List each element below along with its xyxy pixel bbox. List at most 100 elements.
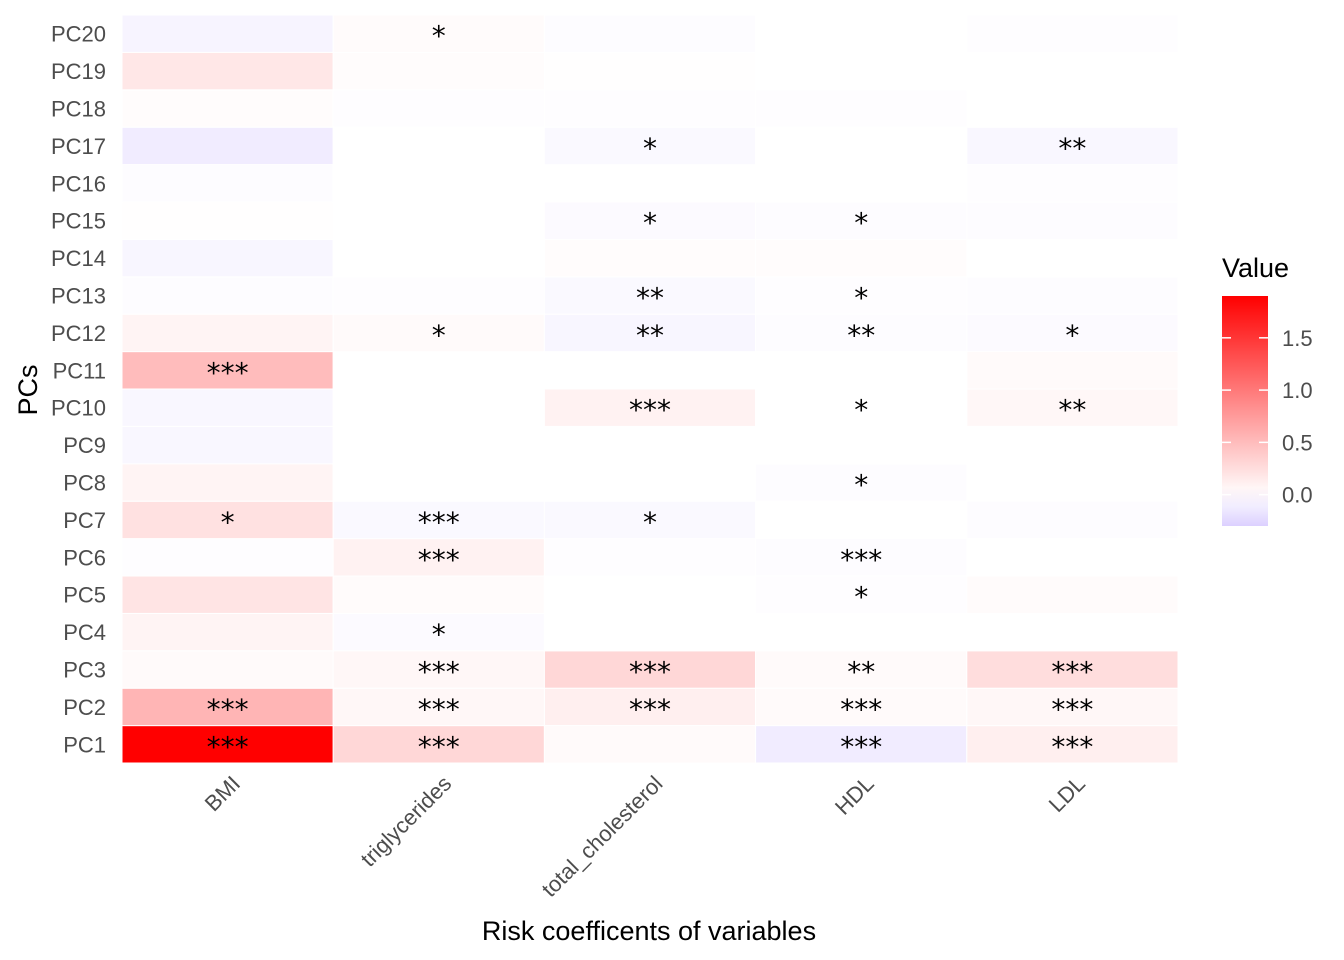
significance-label: ** [847,656,875,689]
significance-label: *** [418,730,460,763]
significance-label: ** [1058,394,1086,427]
color-legend: Value 0.0 0.5 1.0 1.5 [1222,253,1313,526]
y-tick-label: PC18 [51,97,106,122]
heatmap-cell [121,538,334,577]
heatmap-cell [332,14,545,53]
significance-label: * [643,207,657,240]
significance-label: ** [636,282,664,315]
heatmap-cell [332,51,545,91]
heatmap-cell [121,201,334,240]
significance-label: ** [847,319,875,352]
significance-label: ** [1058,132,1086,165]
heatmap-cell [121,612,334,652]
heatmap-cell [966,351,1179,390]
heatmap-cell [332,89,545,128]
heatmap-cell [755,164,968,203]
heatmap-cell [966,126,1179,166]
heatmap-cell [543,575,757,614]
y-tick-label: PC9 [63,433,106,458]
significance-label: * [221,506,235,539]
y-tick-label: PC4 [63,620,106,645]
heatmap-cell [332,425,545,465]
heatmap-cell [966,650,1179,689]
heatmap-cell [543,500,757,540]
heatmap-cell [755,89,968,128]
heatmap-cell [543,725,757,764]
heatmap-cell [332,650,545,689]
significance-label: * [854,394,868,427]
y-tick-label: PC1 [63,732,106,757]
heatmap-cell [332,500,545,540]
heatmap-cell [332,687,545,727]
heatmap-cell [121,687,334,727]
significance-label: *** [1051,730,1093,763]
significance-label: * [643,506,657,539]
x-tick-label: total_cholesterol [537,771,668,902]
heatmap-cell [755,650,968,689]
heatmap-cell [121,725,334,764]
x-axis-title: Risk coefficents of variables [482,916,816,946]
significance-label: * [643,132,657,165]
heatmap-cell [121,89,334,128]
x-tick-label: BMI [200,771,245,816]
significance-label: *** [1051,656,1093,689]
heatmap-cell [543,687,757,727]
y-tick-label: PC19 [51,59,106,84]
significance-label: * [1065,319,1079,352]
heatmap-cell [966,164,1179,203]
heatmap-cell [121,126,334,166]
heatmap-cell [543,14,757,53]
significance-label: *** [840,693,882,726]
heatmap-cell [121,463,334,502]
heatmap-cell [121,351,334,390]
heatmap-cell [121,425,334,465]
heatmap-cell [966,500,1179,540]
legend-ticks: 0.0 0.5 1.0 1.5 [1222,326,1313,508]
legend-tick-label: 1.0 [1282,378,1313,403]
x-axis-ticks: BMI triglycerides total_cholesterol HDL LDL [200,771,1090,902]
heatmap-cell [755,612,968,652]
significance-label: *** [1051,693,1093,726]
heatmap-cell [543,238,757,278]
significance-label: *** [418,693,460,726]
heatmap-cell [755,425,968,465]
significance-label: *** [629,394,671,427]
heatmap-cell [543,425,757,465]
heatmap-cell [966,388,1179,427]
heatmap-cell [121,575,334,614]
significance-label: * [854,282,868,315]
heatmap-cell [755,126,968,166]
heatmap-cell [332,538,545,577]
heatmap-cell [543,351,757,390]
heatmap-cell [543,89,757,128]
heatmap-cell [966,89,1179,128]
heatmap-cell [332,238,545,278]
heatmap-cell [332,725,545,764]
heatmap-cell [121,51,334,91]
significance-label: *** [418,506,460,539]
y-axis-ticks: PC1 PC2 PC3 PC4 PC5 PC6 PC7 PC8 PC9 PC10 PC11 PC12 P… [51,22,106,758]
significance-label: *** [840,730,882,763]
y-tick-label: PC11 [53,358,106,383]
heatmap-cell [543,313,757,353]
heatmap-cell [543,126,757,166]
y-tick-label: PC14 [51,246,106,271]
heatmap-cell [966,612,1179,652]
y-tick-label: PC15 [51,209,106,234]
significance-label: *** [418,543,460,576]
y-tick-label: PC8 [63,471,106,496]
heatmap-cell [755,351,968,390]
significance-label: *** [840,543,882,576]
y-tick-label: PC20 [51,22,106,47]
significance-label: *** [629,656,671,689]
heatmap-cell [332,575,545,614]
heatmap-cells [121,14,1179,764]
heatmap-cell [966,238,1179,278]
significance-label: * [854,207,868,240]
heatmap-cell [966,425,1179,465]
heatmap-cell [543,538,757,577]
significance-label: *** [207,356,249,389]
legend-tick-label: 1.5 [1282,326,1313,351]
significance-labels: *** *** *** ****** *** *** *** ****** *** ** *****… [207,20,1094,764]
heatmap-cell [755,463,968,502]
